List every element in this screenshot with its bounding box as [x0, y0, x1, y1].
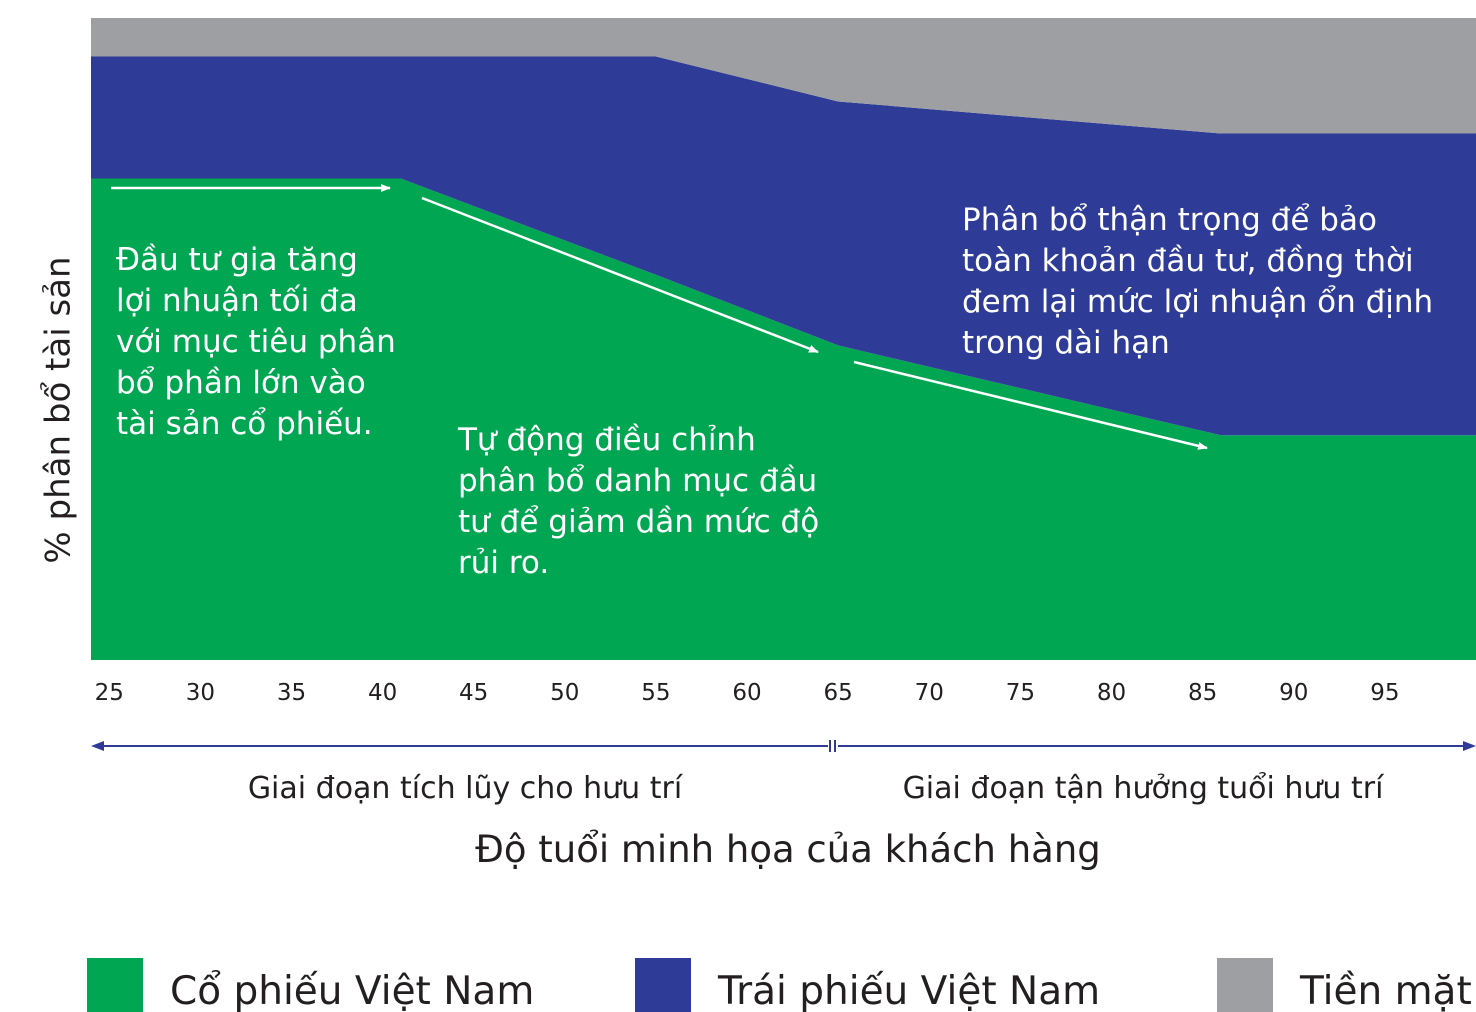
areas — [91, 18, 1476, 660]
annotation: Phân bổ thận trọng để bảo — [962, 202, 1377, 238]
annotation: trong dài hạn — [962, 325, 1170, 361]
x-tick-label: 80 — [1097, 680, 1126, 706]
annotation: toàn khoản đầu tư, đồng thời — [962, 243, 1414, 279]
x-tick-label: 95 — [1370, 680, 1399, 706]
x-tick-label: 30 — [186, 680, 215, 706]
annotation: đem lại mức lợi nhuận ổn định — [962, 284, 1433, 320]
x-tick-label: 25 — [95, 680, 124, 706]
annotation-arrows — [111, 184, 1208, 450]
x-tick-label: 35 — [277, 680, 306, 706]
annotation: với mục tiêu phân — [116, 324, 396, 360]
annotation: phân bổ danh mục đầu — [458, 463, 817, 499]
x-tick-label: 50 — [550, 680, 579, 706]
y-axis-label: % phân bổ tài sản — [39, 256, 79, 563]
legend-swatch — [1217, 958, 1273, 1012]
x-tick-label: 75 — [1006, 680, 1035, 706]
x-tick-label: 70 — [915, 680, 944, 706]
annotation: rủi ro. — [458, 545, 549, 581]
annotation: lợi nhuận tối đa — [116, 283, 358, 319]
x-tick-label: 55 — [641, 680, 670, 706]
arrow — [853, 360, 1208, 450]
arrow-head — [1463, 741, 1476, 751]
annotation: tài sản cổ phiếu. — [116, 406, 373, 442]
area — [91, 18, 1476, 134]
x-tick-label: 85 — [1188, 680, 1217, 706]
annotation: bổ phần lớn vào — [116, 365, 366, 401]
phase-axis — [91, 740, 1476, 752]
annotation: Đầu tư gia tăng — [116, 242, 358, 278]
x-tick-label: 40 — [368, 680, 397, 706]
legend-swatch — [87, 958, 143, 1012]
phase-label: Giai đoạn tích lũy cho hưu trí — [248, 771, 684, 806]
area — [91, 56, 1476, 436]
legend-swatch — [635, 958, 691, 1012]
phase-label: Giai đoạn tận hưởng tuổi hưu trí — [903, 770, 1386, 806]
annotation: tư để giảm dần mức độ — [458, 504, 819, 540]
x-tick-label: 90 — [1279, 680, 1308, 706]
x-tick-label: 65 — [824, 680, 853, 706]
legend-label: Trái phiếu Việt Nam — [717, 969, 1100, 1012]
area — [91, 178, 1476, 660]
x-tick-label: 45 — [459, 680, 488, 706]
legend-label: Cổ phiếu Việt Nam — [170, 969, 534, 1012]
x-axis-label: Độ tuổi minh họa của khách hàng — [475, 828, 1101, 871]
x-tick-label: 60 — [732, 680, 761, 706]
annotation: Tự động điều chỉnh — [457, 422, 756, 458]
arrow — [421, 196, 819, 354]
legend-label: Tiền mặt — [1299, 969, 1472, 1012]
arrow-head — [91, 741, 104, 751]
